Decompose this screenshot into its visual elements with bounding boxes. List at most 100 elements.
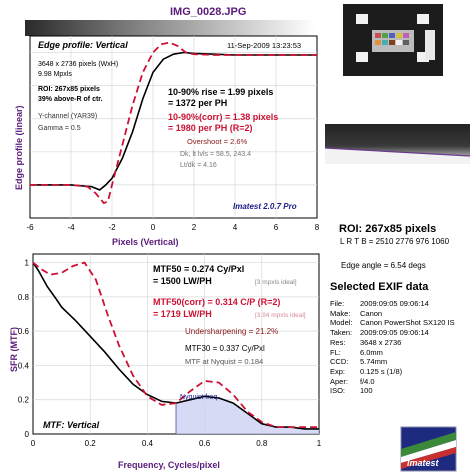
mtf50-line: = 1500 LW/PH — [153, 276, 212, 286]
roi-lrtb: L R T B = 2510 2776 976 1060 — [340, 237, 450, 246]
channel-line: Gamma = 0.5 — [38, 125, 81, 132]
edge-plot-lines — [30, 41, 317, 205]
nyquist-region — [176, 396, 319, 434]
exif-row: FL: 6.0mm — [330, 348, 455, 358]
x-tick-label: -4 — [67, 223, 75, 232]
x-tick-label: -2 — [108, 223, 116, 232]
exif-key: CCD: — [330, 357, 349, 367]
edge-angle: Edge angle = 6.54 degs — [341, 261, 426, 270]
exif-value: 100 — [360, 386, 373, 396]
x-tick-label: 0.8 — [256, 439, 268, 448]
exif-row: Exp: 0.125 s (1/8) — [330, 367, 455, 377]
roi-title: ROI: 267x85 pixels — [339, 223, 437, 235]
mtf30-line: MTF30 = 0.337 Cy/Pxl — [185, 344, 265, 353]
logo-text: Imatest — [407, 458, 440, 468]
mtf-y-ticks: 0 0.2 0.4 0.6 0.8 1 — [18, 259, 30, 439]
mtf50-ideal: [3 mpxls ideal] — [255, 279, 297, 286]
mtf-plot-grid — [33, 254, 319, 434]
mtf-y-label: SFR (MTF) — [9, 327, 19, 372]
tone-strip — [25, 20, 315, 36]
exif-value: 5.74mm — [360, 357, 388, 367]
exif-value: f/4.0 — [360, 376, 375, 386]
stat-line: Dk, lt lvls = 58.5, 243.4 — [180, 151, 251, 158]
chart-thumbnail — [343, 4, 443, 76]
exif-key: Exp: — [330, 366, 346, 376]
x-tick-label: 8 — [315, 223, 320, 232]
mtf50c-ideal: [3.94 mpxls ideal] — [255, 312, 306, 319]
exif-row: ISO: 100 — [330, 386, 455, 396]
exif-row: Taken: 2009:09:05 09:06:14 — [330, 328, 455, 338]
y-tick-label: 1 — [25, 259, 30, 268]
exif-key: ISO: — [330, 386, 346, 396]
y-tick-label: 0.8 — [18, 293, 30, 302]
x-tick-label: 6 — [274, 223, 279, 232]
x-tick-label: 2 — [192, 223, 197, 232]
edge-plot-title: Edge profile: Vertical — [38, 40, 128, 50]
y-tick-label: 0.2 — [18, 396, 30, 405]
x-tick-label: 0.2 — [85, 439, 97, 448]
rise-line: 10-90% rise = 1.99 pixels — [168, 87, 273, 97]
exif-key: File: — [330, 299, 345, 308]
roi-image — [324, 124, 471, 164]
exif-key: Make: — [330, 308, 351, 318]
x-tick-label: 4 — [233, 223, 238, 232]
x-tick-label: 0 — [151, 223, 156, 232]
exif-key: Taken: — [330, 328, 353, 338]
x-tick-label: 0.4 — [142, 439, 154, 448]
exif-key: Model: — [330, 318, 353, 328]
exif-title: Selected EXIF data — [330, 281, 429, 293]
mtf-x-ticks: 0 0.2 0.4 0.6 0.8 1 — [31, 439, 322, 448]
mtf-plot-lines — [32, 261, 319, 430]
roi-line: 39% above-R of ctr. — [38, 96, 103, 103]
mtf-nyquist-line: MTF at Nyquist = 0.184 — [185, 357, 263, 366]
exif-key: Aper: — [330, 376, 348, 386]
exif-row: Aper: f/4.0 — [330, 377, 455, 387]
channel-line: Y-channel (YAR39) — [38, 113, 97, 120]
exif-row: CCD: 5.74mm — [330, 357, 455, 367]
exif-value: 6.0mm — [360, 347, 383, 357]
mtf50-line: MTF50 = 0.274 Cy/Pxl — [153, 264, 244, 274]
x-tick-label: -6 — [26, 223, 34, 232]
imatest-logo: Imatest — [400, 426, 457, 472]
rise-line: = 1372 per PH — [168, 98, 227, 108]
edge-plot-frame — [29, 35, 318, 219]
exif-value: Canon — [360, 308, 383, 318]
edge-x-ticks: -6 -4 -2 0 2 4 6 8 — [26, 223, 319, 232]
exif-row: Model: Canon PowerShot SX120 IS — [330, 318, 455, 328]
edge-profile-corrected-line — [30, 41, 317, 205]
exif-value: 0.125 s (1/8) — [360, 366, 403, 376]
y-tick-label: 0.4 — [18, 361, 30, 370]
info-line: 3648 x 2736 pixels (WxH) — [38, 61, 118, 68]
mtf50c-line: = 1719 LW/PH — [153, 309, 212, 319]
stat-line: Overshoot = 2.6% — [187, 137, 248, 146]
stat-line: Lt/dk = 4.16 — [180, 162, 217, 169]
edge-plot-datetime: 11-Sep-2009 13:23:53 — [227, 41, 301, 50]
mtf-panel: 0 0.2 0.4 0.6 0.8 1 0 0.2 0.4 0.6 0.8 1 MTF50 = 0.… — [9, 253, 322, 470]
y-tick-label: 0 — [25, 430, 30, 439]
edge-y-label: Edge profile (linear) — [14, 105, 24, 190]
mtf-line — [32, 262, 319, 430]
undersharpening-line: Undersharpening = 21.2% — [185, 327, 278, 336]
mtf-x-label: Frequency, Cycles/pixel — [118, 460, 220, 470]
edge-x-label: Pixels (Vertical) — [112, 237, 179, 247]
edge-profile-panel: -6 -4 -2 0 2 4 6 8 Edge profile: Vertical 11-Se… — [14, 35, 320, 247]
x-tick-label: 0.6 — [199, 439, 211, 448]
file-title: IMG_0028.JPG — [170, 6, 246, 18]
version-label: Imatest 2.0.7 Pro — [233, 202, 297, 211]
mtf-corrected-line — [32, 261, 319, 428]
exif-key: Res: — [330, 337, 346, 347]
exif-value: Canon PowerShot SX120 IS — [360, 318, 455, 328]
exif-list: File: 2009:09:05 09:06:14 Make: Canon Mode… — [330, 299, 455, 396]
nyquist-label: Nyquist freq. — [180, 394, 219, 401]
exif-value: 3648 x 2736 — [360, 337, 402, 347]
x-tick-label: 0 — [31, 439, 36, 448]
roi-line: ROI: 267x85 pixels — [38, 86, 100, 93]
y-tick-label: 0.6 — [18, 327, 30, 336]
exif-row: Make: Canon — [330, 309, 455, 319]
nyquist-fill — [175, 396, 319, 434]
corr-line: 10-90%(corr) = 1.38 pixels — [168, 112, 278, 122]
mtf50c-line: MTF50(corr) = 0.314 C/P (R=2) — [153, 297, 280, 307]
exif-value: 2009:09:05 09:06:14 — [360, 299, 429, 308]
exif-key: FL: — [330, 347, 341, 357]
